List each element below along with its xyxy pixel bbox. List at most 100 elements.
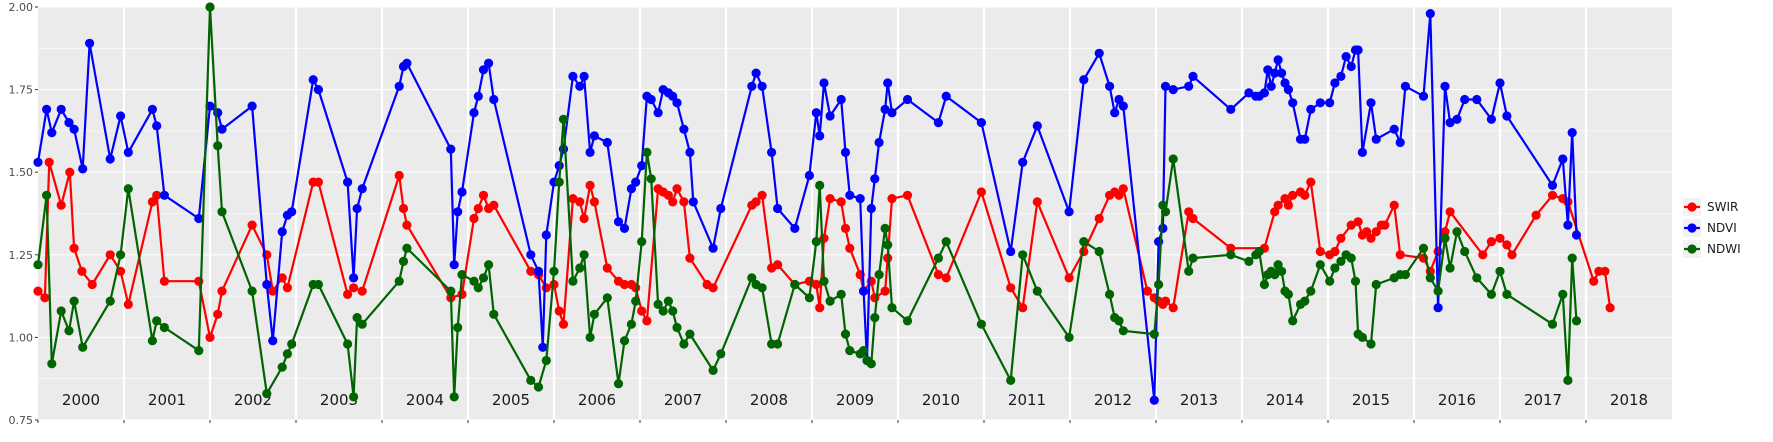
data-point-ndvi xyxy=(1079,75,1089,85)
data-point-ndwi xyxy=(549,266,559,276)
data-point-ndvi xyxy=(1472,94,1482,105)
data-point-ndvi xyxy=(585,147,595,157)
data-point-ndwi xyxy=(1486,289,1496,299)
data-point-ndvi xyxy=(1118,101,1128,111)
data-point-ndvi xyxy=(247,101,257,111)
data-point-swir xyxy=(1300,190,1310,200)
data-point-swir xyxy=(941,273,951,283)
data-point-ndwi xyxy=(478,273,489,283)
data-point-swir xyxy=(105,250,115,260)
data-point-ndvi xyxy=(579,71,589,81)
data-point-swir xyxy=(933,270,944,280)
legend-label-ndwi: NDWI xyxy=(1707,242,1741,256)
data-point-ndwi xyxy=(147,336,157,346)
data-point-ndvi xyxy=(751,68,761,78)
data-point-ndwi xyxy=(672,322,682,333)
data-point-ndvi xyxy=(1168,85,1178,95)
year-label-2007: 2007 xyxy=(664,391,702,409)
data-point-swir xyxy=(87,279,97,290)
data-point-ndwi xyxy=(1495,266,1505,276)
data-point-swir xyxy=(1478,250,1488,260)
data-point-ndwi xyxy=(33,260,43,270)
data-point-swir xyxy=(69,243,79,253)
data-point-swir xyxy=(836,197,846,207)
data-point-ndvi xyxy=(1266,81,1276,91)
data-point-ndvi xyxy=(308,75,318,85)
data-point-swir xyxy=(1114,190,1124,200)
data-point-ndwi xyxy=(1118,326,1128,336)
data-point-ndvi xyxy=(116,111,126,121)
data-point-ndwi xyxy=(1226,250,1236,260)
data-point-ndvi xyxy=(646,94,656,105)
data-point-ndwi xyxy=(1563,375,1573,385)
data-point-swir xyxy=(685,253,695,263)
data-point-swir xyxy=(1440,227,1450,237)
data-point-ndwi xyxy=(880,223,890,233)
data-point-swir xyxy=(1283,200,1293,210)
data-point-ndwi xyxy=(663,296,674,306)
data-point-ndwi xyxy=(685,329,695,339)
data-point-ndvi xyxy=(1160,81,1171,91)
data-point-ndvi xyxy=(33,157,43,167)
data-point-ndwi xyxy=(845,346,855,356)
data-point-ndwi xyxy=(116,250,126,260)
data-point-swir xyxy=(1160,296,1171,306)
data-point-ndvi xyxy=(123,147,133,157)
data-point-ndvi xyxy=(446,144,456,154)
data-point-ndwi xyxy=(402,243,412,253)
data-point-swir xyxy=(619,279,630,290)
data-point-swir xyxy=(579,213,589,224)
data-point-swir xyxy=(1507,250,1517,260)
data-point-ndwi xyxy=(1350,276,1361,286)
data-point-ndwi xyxy=(349,392,359,402)
data-point-ndwi xyxy=(1325,276,1335,286)
data-point-ndvi xyxy=(619,223,630,233)
year-label-2016: 2016 xyxy=(1438,391,1476,409)
data-point-swir xyxy=(1380,220,1390,230)
data-point-ndvi xyxy=(845,190,855,200)
data-point-ndvi xyxy=(1418,91,1429,101)
data-point-swir xyxy=(845,243,855,253)
year-label-2001: 2001 xyxy=(148,391,186,409)
data-point-swir xyxy=(77,266,87,276)
data-point-ndwi xyxy=(446,286,456,296)
y-axis: 0.75 1.00 1.25 1.50 1.75 2.00 xyxy=(9,1,1587,427)
data-point-ndvi xyxy=(825,111,835,121)
data-point-ndvi xyxy=(262,279,272,290)
data-point-swir xyxy=(526,266,536,276)
data-point-swir xyxy=(811,279,821,290)
data-point-swir xyxy=(642,316,652,326)
data-point-ndwi xyxy=(1149,329,1159,339)
data-point-ndvi xyxy=(767,147,777,157)
year-label-2000: 2000 xyxy=(62,391,100,409)
data-point-ndvi xyxy=(194,213,204,224)
data-point-ndwi xyxy=(282,349,292,359)
data-point-ndwi xyxy=(631,296,641,306)
data-point-ndvi xyxy=(533,266,544,276)
year-label-2009: 2009 xyxy=(836,391,874,409)
data-point-ndwi xyxy=(398,256,409,266)
data-point-ndvi xyxy=(1283,85,1293,95)
year-label-2014: 2014 xyxy=(1266,391,1304,409)
year-label-2011: 2011 xyxy=(1008,391,1046,409)
data-point-ndwi xyxy=(646,174,656,184)
data-point-ndwi xyxy=(716,349,726,359)
data-point-swir xyxy=(1306,177,1316,187)
data-point-ndwi xyxy=(637,237,647,247)
data-point-swir xyxy=(217,286,227,296)
data-point-ndvi xyxy=(1277,68,1287,78)
data-point-ndvi xyxy=(1114,94,1124,105)
data-point-ndvi xyxy=(1440,81,1450,91)
data-point-ndwi xyxy=(642,147,652,157)
data-point-ndvi xyxy=(1259,88,1269,98)
data-point-ndwi xyxy=(159,322,169,333)
data-point-ndvi xyxy=(672,98,682,108)
data-point-swir xyxy=(247,220,257,230)
data-point-swir xyxy=(815,303,825,313)
legend-item-swir: SWIR xyxy=(1683,198,1738,216)
data-point-ndwi xyxy=(887,303,897,313)
data-point-ndvi xyxy=(1325,98,1335,108)
data-point-ndwi xyxy=(1558,289,1568,299)
data-point-ndwi xyxy=(152,316,162,326)
